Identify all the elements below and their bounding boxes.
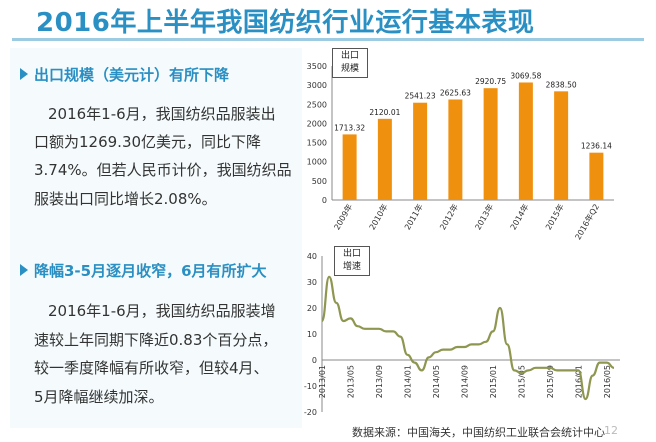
bar-y-tick-label: 0 <box>322 196 327 205</box>
line-y-tick-label: -10 <box>304 382 317 391</box>
bar <box>342 134 357 200</box>
line-x-tick-label: 2014/01 <box>403 365 412 398</box>
data-source: 数据来源：中国海关，中国纺织工业联合会统计中心 <box>352 426 605 439</box>
line-x-tick-label: 2015/09 <box>546 365 555 398</box>
line-x-tick-label: 2014/09 <box>460 365 469 398</box>
bar-x-tick-label: 2012年 <box>437 202 460 232</box>
bar-x-tick-label: 2011年 <box>402 202 425 232</box>
bar <box>483 88 498 200</box>
page-title: 2016年上半年我国纺织行业运行基本表现 <box>36 8 535 38</box>
bar-value-label: 1236.14 <box>581 142 612 151</box>
bullet-triangle-icon <box>20 264 28 276</box>
bar <box>554 91 569 200</box>
line-x-tick-label: 2014/05 <box>432 365 441 398</box>
bar-value-label: 2120.01 <box>369 108 400 117</box>
body-text-line: 5月降幅继续加深。 <box>34 388 164 406</box>
body-text-line: 3.74%。但若人民币计价，我国纺织品 <box>34 161 292 179</box>
bar-x-tick-label: 2013年 <box>473 202 496 232</box>
text-panel <box>10 48 302 428</box>
bar-value-label: 1713.32 <box>334 123 365 132</box>
line-y-tick-label: 20 <box>307 304 317 313</box>
bar-y-tick-label: 3500 <box>307 62 327 71</box>
export-growth-label: 出口 增速 <box>334 246 370 276</box>
bar-y-tick-label: 2000 <box>307 119 327 128</box>
body-text-line: 速较上年同期下降近0.83个百分点， <box>34 331 278 349</box>
line-x-tick-label: 2015/05 <box>517 365 526 398</box>
line-x-tick-label: 2013/01 <box>318 365 327 398</box>
line-x-tick-label: 2015/01 <box>489 365 498 398</box>
line-x-tick-label: 2013/09 <box>375 365 384 398</box>
export-scale-label: 出口 规模 <box>332 48 368 78</box>
bar-value-label: 2541.23 <box>405 92 436 101</box>
bar <box>377 118 392 200</box>
section-heading: 降幅3-5月逐月收窄，6月有所扩大 <box>34 262 267 280</box>
body-text-line: 2016年1-6月，我国纺织品服装增 <box>48 302 276 320</box>
body-text-line: 服装出口同比增长2.08%。 <box>34 190 217 208</box>
bar-value-label: 2625.63 <box>440 88 471 97</box>
bar-y-tick-label: 500 <box>312 177 327 186</box>
line-y-tick-label: 10 <box>307 330 317 339</box>
chart-label-line: 规模 <box>340 64 359 74</box>
bar <box>448 99 463 200</box>
bar-y-tick-label: 2500 <box>307 100 327 109</box>
bar-value-label: 2920.75 <box>475 77 506 86</box>
bar-value-label: 3069.58 <box>510 71 541 80</box>
bar-y-tick-label: 3000 <box>307 81 327 90</box>
bullet-triangle-icon <box>20 68 28 80</box>
bar-x-tick-label: 2016年Q2 <box>573 202 602 241</box>
body-text-line: 2016年1-6月，我国纺织品服装出 <box>48 105 276 123</box>
page-number: 12 <box>604 424 618 437</box>
line-y-tick-label: 40 <box>307 252 317 261</box>
line-x-tick-label: 2016/05 <box>603 365 612 398</box>
bar-y-tick-label: 1000 <box>307 158 327 167</box>
chart-label-line: 增速 <box>342 262 361 272</box>
title-underline <box>12 38 644 41</box>
bar-y-tick-label: 1500 <box>307 139 327 148</box>
line-x-tick-label: 2013/05 <box>346 365 355 398</box>
line-y-tick-label: -20 <box>304 408 317 417</box>
line-x-tick-label: 2016/01 <box>574 365 583 398</box>
body-text-line: 口额为1269.30亿美元，同比下降 <box>34 133 262 151</box>
bar <box>518 82 533 200</box>
section-heading: 出口规模（美元计）有所下降 <box>34 66 230 84</box>
bar <box>413 102 428 200</box>
line-y-tick-label: 30 <box>307 278 317 287</box>
chart-label-line: 出口 <box>342 249 361 259</box>
bar-x-tick-label: 2014年 <box>508 202 531 232</box>
bar-x-tick-label: 2015年 <box>543 202 566 232</box>
line-y-tick-label: 0 <box>312 356 317 365</box>
growth-series-line <box>320 275 615 401</box>
bar-x-tick-label: 2009年 <box>332 202 355 232</box>
bar-value-label: 2838.50 <box>546 80 577 89</box>
bar-x-tick-label: 2010年 <box>367 202 390 232</box>
bar <box>589 152 604 200</box>
body-text-line: 较一季度降幅有所收窄，但较4月、 <box>34 359 269 377</box>
chart-label-line: 出口 <box>340 51 359 61</box>
